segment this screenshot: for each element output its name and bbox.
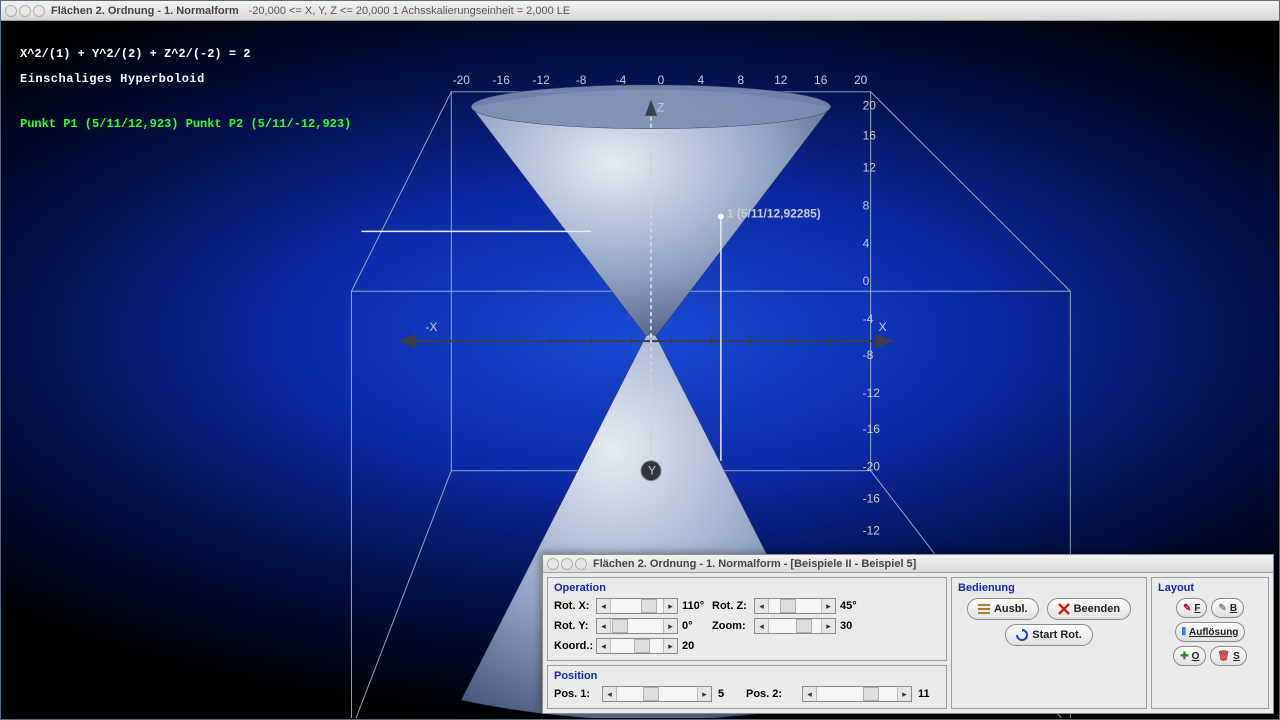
- main-titlebar[interactable]: Flächen 2. Ordnung - 1. Normalform -20,0…: [1, 1, 1279, 21]
- svg-text:-20: -20: [453, 73, 471, 87]
- panel-titlebar[interactable]: Flächen 2. Ordnung - 1. Normalform - [Be…: [543, 555, 1273, 573]
- layout-b-button[interactable]: ✎B: [1211, 598, 1244, 618]
- svg-text:-12: -12: [863, 524, 881, 538]
- layout-s-button[interactable]: 🗑S: [1210, 646, 1246, 666]
- svg-text:-12: -12: [532, 73, 550, 87]
- ausbl-button[interactable]: Ausbl.: [967, 598, 1039, 620]
- svg-text:-16: -16: [863, 492, 881, 506]
- svg-text:4: 4: [863, 236, 870, 250]
- zoom-spinner[interactable]: ◂▸: [754, 618, 836, 634]
- roty-spinner[interactable]: ◂▸: [596, 618, 678, 634]
- operation-group: Operation Rot. X: ◂▸ 110° Rot. Z: ◂▸ 45°…: [547, 577, 947, 661]
- svg-text:0: 0: [658, 73, 665, 87]
- start-rot-button[interactable]: Start Rot.: [1005, 624, 1093, 646]
- layout-f-button[interactable]: ✎F: [1176, 598, 1208, 618]
- pos1-value: 5: [718, 688, 740, 700]
- svg-text:20: 20: [863, 99, 877, 113]
- operation-title: Operation: [554, 582, 940, 594]
- pos2-value: 11: [918, 688, 940, 700]
- rotz-value: 45°: [840, 600, 870, 612]
- panel-title: Flächen 2. Ordnung - 1. Normalform - [Be…: [593, 558, 916, 570]
- roty-label: Rot. Y:: [554, 620, 596, 632]
- svg-text:0: 0: [863, 274, 870, 288]
- svg-text:-4: -4: [863, 312, 874, 326]
- x-axis-ticks: -20 -16 -12 -8 -4 0 4 8 12 16 20: [453, 73, 868, 87]
- list-icon: [978, 603, 990, 615]
- svg-text:-16: -16: [863, 422, 881, 436]
- svg-text:12: 12: [774, 73, 788, 87]
- axis-label-neg-x: -X: [425, 320, 437, 334]
- svg-text:-8: -8: [576, 73, 587, 87]
- right-arrow-icon: ▸: [663, 599, 677, 613]
- rotx-value: 110°: [682, 600, 712, 612]
- layout-group: Layout ✎F ✎B ⦀Auflösung ✚O 🗑S: [1151, 577, 1269, 709]
- close-icon: [1058, 603, 1070, 615]
- beenden-button[interactable]: Beenden: [1047, 598, 1131, 620]
- position-title: Position: [554, 670, 940, 682]
- svg-text:8: 8: [863, 198, 870, 212]
- svg-text:4: 4: [698, 73, 705, 87]
- position-group: Position Pos. 1: ◂▸ 5 Pos. 2: ◂▸ 11: [547, 665, 947, 709]
- refresh-icon: [1016, 629, 1028, 641]
- svg-text:12: 12: [863, 161, 877, 175]
- rotx-label: Rot. X:: [554, 600, 596, 612]
- svg-text:16: 16: [814, 73, 828, 87]
- axis-label-z: Z: [657, 101, 664, 115]
- left-arrow-icon: ◂: [597, 599, 611, 613]
- zoom-label: Zoom:: [712, 620, 754, 632]
- rotz-label: Rot. Z:: [712, 600, 754, 612]
- svg-text:-20: -20: [863, 460, 881, 474]
- pos1-spinner[interactable]: ◂▸: [602, 686, 712, 702]
- roty-value: 0°: [682, 620, 712, 632]
- window-buttons[interactable]: [5, 5, 45, 17]
- z-axis-ticks: 2016 128 40 -4-8 -12-16 -20 -16-12 -8-4: [863, 99, 881, 602]
- koord-value: 20: [682, 640, 712, 652]
- bedienung-group: Bedienung Ausbl. Beenden: [951, 577, 1147, 709]
- koord-spinner[interactable]: ◂▸: [596, 638, 678, 654]
- svg-text:-16: -16: [493, 73, 511, 87]
- svg-text:-8: -8: [863, 348, 874, 362]
- layout-aufloesung-button[interactable]: ⦀Auflösung: [1175, 622, 1246, 642]
- koord-label: Koord.:: [554, 640, 596, 652]
- rotx-spinner[interactable]: ◂▸: [596, 598, 678, 614]
- layout-title: Layout: [1158, 582, 1262, 594]
- point-label-3d: 1 (5/11/12,92285): [727, 206, 821, 220]
- axis-label-y: Y: [648, 464, 656, 478]
- svg-text:-12: -12: [863, 386, 881, 400]
- pos2-label: Pos. 2:: [746, 688, 796, 700]
- zoom-value: 30: [840, 620, 870, 632]
- bedienung-title: Bedienung: [958, 582, 1140, 594]
- control-panel[interactable]: Flächen 2. Ordnung - 1. Normalform - [Be…: [542, 554, 1274, 714]
- svg-text:20: 20: [854, 73, 868, 87]
- rotz-spinner[interactable]: ◂▸: [754, 598, 836, 614]
- layout-o-button[interactable]: ✚O: [1173, 646, 1206, 666]
- panel-window-buttons[interactable]: [547, 558, 587, 570]
- window-info: -20,000 <= X, Y, Z <= 20,000 1 Achsskali…: [249, 5, 571, 17]
- svg-text:16: 16: [863, 129, 877, 143]
- axis-label-pos-x: X: [879, 320, 887, 334]
- pos1-label: Pos. 1:: [554, 688, 596, 700]
- pos2-spinner[interactable]: ◂▸: [802, 686, 912, 702]
- window-title: Flächen 2. Ordnung - 1. Normalform: [51, 5, 239, 17]
- svg-text:-4: -4: [616, 73, 627, 87]
- svg-text:8: 8: [738, 73, 745, 87]
